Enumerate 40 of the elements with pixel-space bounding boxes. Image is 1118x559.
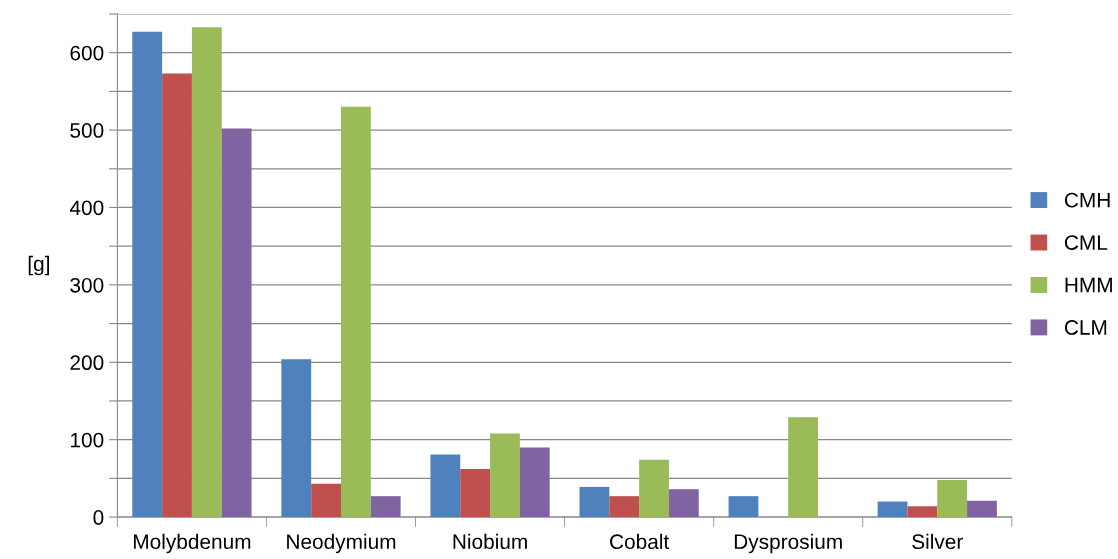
x-tick-label: Silver bbox=[912, 533, 963, 550]
legend-label: CLM bbox=[1064, 320, 1107, 335]
bar bbox=[668, 489, 699, 518]
y-tick-label: 500 bbox=[70, 123, 104, 138]
bar bbox=[490, 433, 520, 518]
bar bbox=[281, 359, 312, 518]
bar bbox=[460, 469, 491, 518]
bar bbox=[162, 73, 192, 518]
bar bbox=[132, 31, 163, 518]
y-axis-title: [g] bbox=[28, 255, 49, 276]
legend-label: CML bbox=[1064, 235, 1108, 250]
bar bbox=[221, 128, 252, 518]
x-tick-label: Dysprosium bbox=[734, 533, 842, 554]
bar bbox=[967, 500, 997, 518]
bar bbox=[191, 27, 222, 518]
x-tick-label: Molybdenum bbox=[134, 533, 251, 554]
bar bbox=[370, 496, 401, 518]
y-tick-label: 0 bbox=[93, 510, 104, 525]
y-tick-label: 200 bbox=[70, 355, 104, 371]
bar bbox=[519, 447, 550, 518]
legend-label: HMM bbox=[1065, 277, 1112, 293]
y-tick-label: 300 bbox=[70, 277, 104, 293]
bar bbox=[937, 479, 968, 518]
bar bbox=[579, 486, 610, 518]
bar bbox=[877, 501, 908, 518]
y-tick-label: 400 bbox=[69, 200, 104, 216]
bar bbox=[311, 483, 341, 518]
x-tick-label: Neodymium bbox=[287, 533, 396, 554]
bar bbox=[430, 454, 461, 518]
x-tick-label: Niobium bbox=[453, 533, 527, 550]
legend-label: CMH bbox=[1064, 192, 1110, 208]
y-tick-label: 600 bbox=[70, 45, 104, 61]
y-tick-label: 100 bbox=[71, 432, 104, 448]
bar bbox=[788, 417, 818, 518]
bar bbox=[609, 496, 640, 518]
bar bbox=[728, 496, 759, 518]
bar bbox=[907, 506, 938, 518]
x-tick-label: Cobalt bbox=[610, 533, 670, 550]
bar bbox=[340, 106, 371, 518]
bar bbox=[639, 459, 669, 518]
